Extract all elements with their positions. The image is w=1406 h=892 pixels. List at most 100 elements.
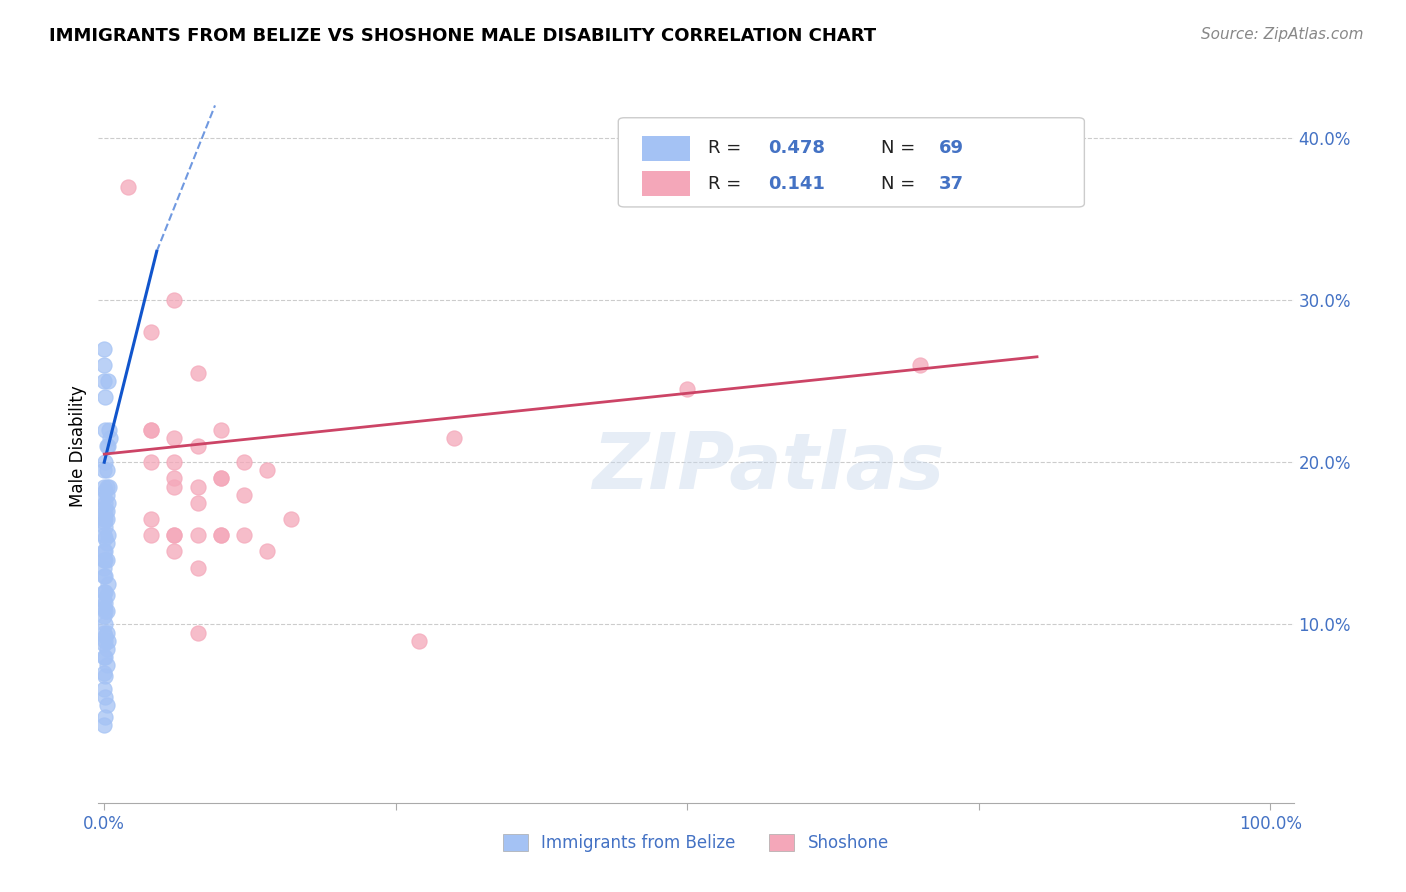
Point [94,669,117,683]
FancyBboxPatch shape [643,171,690,196]
Point [93,358,115,372]
Point [163,528,186,542]
Point [94,629,117,643]
Point [93,463,115,477]
Point [94,617,117,632]
Point [93,718,115,732]
Point [93,568,115,582]
Point [96,504,118,518]
Point [186,625,208,640]
Point [93,500,115,515]
FancyBboxPatch shape [643,136,690,161]
Point [94,504,117,518]
Point [94,690,117,705]
Point [233,455,256,469]
Text: Source: ZipAtlas.com: Source: ZipAtlas.com [1201,27,1364,42]
Point [93,479,115,493]
Point [93,682,115,697]
Point [139,512,162,526]
Point [94,520,117,534]
Point [94,484,117,499]
Point [94,532,117,546]
Point [910,358,932,372]
Point [139,423,162,437]
Point [163,293,186,307]
Point [163,479,186,493]
Point [94,710,117,724]
Point [93,649,115,664]
Point [233,488,256,502]
Point [139,423,162,437]
Point [96,604,118,618]
Point [186,496,208,510]
Text: R =: R = [709,139,747,157]
Point [256,463,278,477]
Text: ZIPatlas: ZIPatlas [592,429,943,506]
Point [93,560,115,574]
Point [94,496,117,510]
Point [94,512,117,526]
Point [280,512,302,526]
Point [97,374,120,388]
Point [94,649,117,664]
Point [94,585,117,599]
Text: IMMIGRANTS FROM BELIZE VS SHOSHONE MALE DISABILITY CORRELATION CHART: IMMIGRANTS FROM BELIZE VS SHOSHONE MALE … [49,27,876,45]
Point [94,423,117,437]
Point [93,609,115,624]
Point [186,560,208,574]
Point [96,479,118,493]
Point [94,633,117,648]
Point [96,439,118,453]
Point [209,528,232,542]
Text: N =: N = [882,175,921,193]
Point [186,439,208,453]
Point [163,528,186,542]
FancyBboxPatch shape [619,118,1084,207]
Point [97,528,120,542]
Point [96,536,118,550]
Point [209,528,232,542]
Point [97,479,120,493]
Point [96,657,118,672]
Point [96,552,118,566]
Point [94,596,117,610]
Point [139,455,162,469]
Point [93,637,115,651]
Text: 37: 37 [939,175,963,193]
Point [97,496,120,510]
Point [93,491,115,505]
Point [209,471,232,485]
Point [163,455,186,469]
Legend: Immigrants from Belize, Shoshone: Immigrants from Belize, Shoshone [496,827,896,859]
Point [97,439,120,453]
Point [96,512,118,526]
Point [98,431,121,445]
Point [93,625,115,640]
Point [93,601,115,615]
Text: 69: 69 [939,139,963,157]
Point [117,179,139,194]
Point [233,528,256,542]
Point [186,528,208,542]
Point [93,342,115,356]
Point [163,431,186,445]
Point [163,471,186,485]
Point [97,633,120,648]
Point [209,423,232,437]
Point [94,568,117,582]
Point [163,544,186,558]
Point [96,488,118,502]
Point [94,604,117,618]
Point [94,552,117,566]
Point [97,423,120,437]
Point [443,431,465,445]
Point [186,479,208,493]
Point [96,588,118,602]
Point [94,390,117,404]
Y-axis label: Male Disability: Male Disability [69,385,87,507]
Point [93,515,115,529]
Point [93,585,115,599]
Text: 0.478: 0.478 [768,139,825,157]
Point [209,471,232,485]
Text: R =: R = [709,175,747,193]
